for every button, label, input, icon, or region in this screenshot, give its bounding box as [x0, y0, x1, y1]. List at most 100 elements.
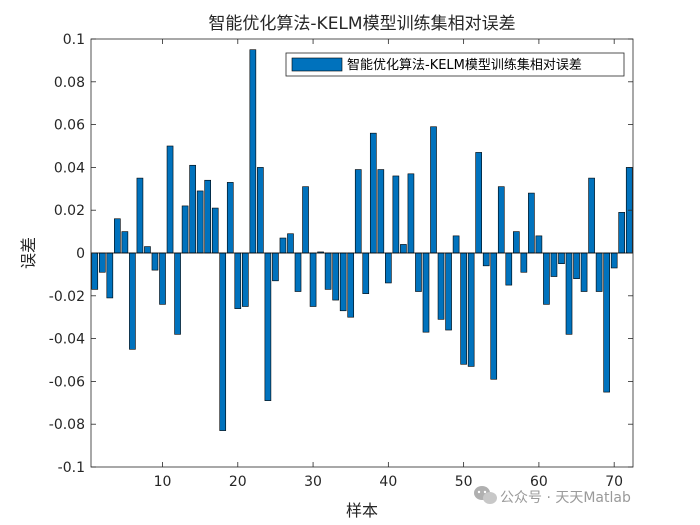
bar: [482, 252, 490, 267]
bar: [520, 252, 528, 273]
bar: [392, 175, 400, 254]
bar: [166, 145, 174, 254]
bar: [257, 167, 264, 254]
bar: [385, 252, 392, 284]
bar: [550, 252, 558, 277]
chart-title: 智能优化算法-KELM模型训练集相对误差: [208, 14, 515, 34]
bar: [324, 252, 332, 290]
y-tick-label: -0.08: [49, 417, 85, 433]
bar: [287, 233, 294, 254]
bar: [234, 252, 242, 309]
bar: [513, 231, 520, 254]
x-tick-label: 10: [154, 474, 172, 490]
legend-swatch: [291, 57, 343, 72]
bar: [618, 212, 626, 254]
bar: [437, 252, 445, 320]
bar: [497, 186, 505, 254]
watermark-text: 公众号 · 天天Matlab: [500, 490, 631, 506]
bar: [362, 252, 370, 294]
x-tick-label: 30: [304, 474, 322, 490]
bar: [302, 186, 309, 254]
y-tick-label: 0.06: [54, 118, 85, 134]
x-axis-ticks: 10 20 30 40 50 60 70: [154, 39, 623, 490]
bar: [129, 252, 136, 350]
bar: [279, 237, 287, 254]
bar: [475, 152, 482, 254]
bar: [272, 252, 279, 282]
bar: [106, 252, 114, 299]
bar: [339, 252, 347, 312]
y-tick-label: 0.1: [63, 32, 85, 48]
y-axis-ticks: -0.1 -0.08 -0.06 -0.04 -0.02 0 0.02 0.04 0.06 0.0…: [49, 32, 633, 476]
bar: [211, 207, 219, 254]
bar: [467, 252, 475, 367]
bar: [242, 252, 249, 307]
wechat-icon: [474, 486, 497, 504]
bar: [430, 126, 437, 254]
bar: [114, 218, 121, 254]
bar: [332, 252, 339, 301]
bar: [535, 235, 543, 254]
bar: [196, 190, 204, 254]
bar: [204, 179, 211, 254]
bar: [603, 252, 610, 393]
bar: [422, 252, 430, 333]
bar: [460, 252, 467, 365]
bar: [573, 252, 580, 279]
bar: [595, 252, 603, 292]
bar: [181, 205, 189, 254]
bar: [543, 252, 550, 305]
bar: [159, 252, 166, 305]
watermark: 公众号 · 天天Matlab: [474, 486, 631, 506]
legend-box: [285, 52, 625, 77]
bar: [249, 49, 257, 254]
x-tick-label: 20: [229, 474, 247, 490]
bar: [407, 173, 415, 254]
bar: [309, 252, 317, 307]
bar: [226, 182, 234, 254]
y-axis-label: 误差: [19, 237, 38, 269]
bar: [136, 177, 144, 254]
y-tick-label: 0.02: [54, 203, 85, 219]
bar: [121, 231, 129, 254]
bar: [174, 252, 181, 335]
bar: [189, 164, 196, 254]
y-tick-label: -0.06: [49, 374, 85, 390]
bar: [505, 252, 513, 286]
bar: [144, 246, 151, 254]
bar: [369, 132, 377, 254]
x-tick-label: 70: [605, 474, 623, 490]
bar: [452, 235, 460, 254]
bar: [91, 252, 99, 290]
bar: [528, 192, 535, 254]
x-axis-label: 样本: [346, 501, 378, 520]
bar: [354, 169, 362, 254]
bar: [490, 252, 498, 380]
bar: [558, 252, 565, 264]
bar: [151, 252, 159, 271]
bar: [400, 244, 407, 254]
bar: [377, 169, 385, 254]
x-tick-label: 50: [455, 474, 473, 490]
x-tick-label: 60: [530, 474, 548, 490]
y-tick-label: 0.04: [54, 160, 85, 176]
bar: [565, 252, 573, 335]
legend-entry: 智能优化算法-KELM模型训练集相对误差: [347, 57, 582, 73]
y-tick-label: -0.04: [49, 332, 85, 348]
y-tick-label: 0.08: [54, 75, 85, 91]
bar: [445, 252, 452, 331]
y-tick-label: -0.1: [58, 460, 85, 476]
bar: [264, 252, 272, 401]
bar: [347, 252, 355, 318]
bar: [98, 252, 106, 273]
legend: 智能优化算法-KELM模型训练集相对误差: [285, 52, 625, 77]
bar: [415, 252, 422, 292]
y-tick-label: -0.02: [49, 289, 85, 305]
bar: [219, 252, 227, 431]
bar: [580, 252, 588, 292]
bar: [294, 252, 302, 292]
bar: [610, 252, 618, 269]
bar: [588, 177, 595, 254]
x-tick-label: 40: [379, 474, 397, 490]
